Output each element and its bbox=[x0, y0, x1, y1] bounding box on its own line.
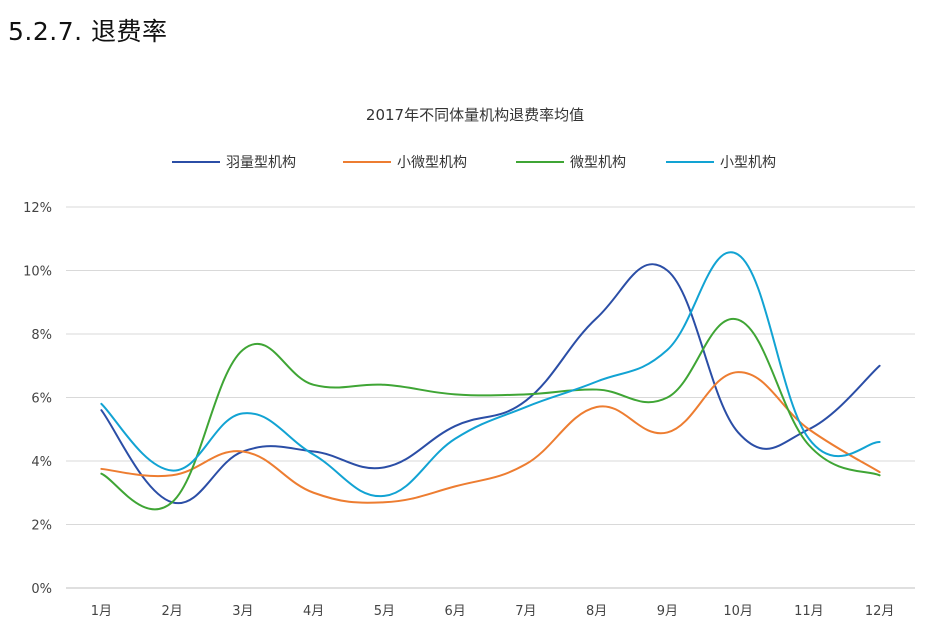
x-axis-ticks: 1月 2月 3月 4月 5月 6月 7月 8月 9月 10月 11月 12月 bbox=[91, 604, 895, 619]
y-tick-label: 6% bbox=[31, 392, 52, 407]
series-line-3 bbox=[100, 317, 881, 511]
y-axis-ticks: 0% 2% 4% 6% 8% 10% 12% bbox=[23, 201, 52, 597]
section-title: 5.2.7. 退费率 bbox=[8, 17, 168, 46]
legend: 羽量型机构 小微型机构 微型机构 小型机构 bbox=[172, 155, 776, 171]
y-tick-label: 4% bbox=[31, 455, 52, 470]
x-tick-label: 9月 bbox=[657, 604, 678, 619]
legend-label: 羽量型机构 bbox=[226, 155, 296, 171]
y-tick-label: 8% bbox=[31, 328, 52, 343]
x-tick-label: 8月 bbox=[586, 604, 607, 619]
x-tick-label: 10月 bbox=[723, 604, 753, 619]
x-tick-label: 4月 bbox=[303, 604, 324, 619]
y-tick-label: 2% bbox=[31, 519, 52, 534]
legend-label: 微型机构 bbox=[570, 155, 626, 171]
series-line-1 bbox=[100, 263, 881, 505]
x-tick-label: 11月 bbox=[794, 604, 824, 619]
y-tick-label: 0% bbox=[31, 582, 52, 597]
x-tick-label: 7月 bbox=[515, 604, 536, 619]
x-tick-label: 5月 bbox=[374, 604, 395, 619]
x-tick-label: 1月 bbox=[91, 604, 112, 619]
chart-title: 2017年不同体量机构退费率均值 bbox=[366, 106, 584, 124]
x-tick-label: 12月 bbox=[865, 604, 895, 619]
series-lines bbox=[100, 251, 881, 511]
series-line-4 bbox=[100, 251, 881, 497]
y-tick-label: 12% bbox=[23, 201, 52, 216]
x-tick-label: 3月 bbox=[232, 604, 253, 619]
x-tick-label: 2月 bbox=[161, 604, 182, 619]
legend-label: 小型机构 bbox=[720, 155, 776, 171]
x-tick-label: 6月 bbox=[444, 604, 465, 619]
y-tick-label: 10% bbox=[23, 265, 52, 280]
series-line-2 bbox=[100, 371, 881, 504]
legend-label: 小微型机构 bbox=[397, 155, 467, 171]
gridlines bbox=[66, 206, 915, 589]
